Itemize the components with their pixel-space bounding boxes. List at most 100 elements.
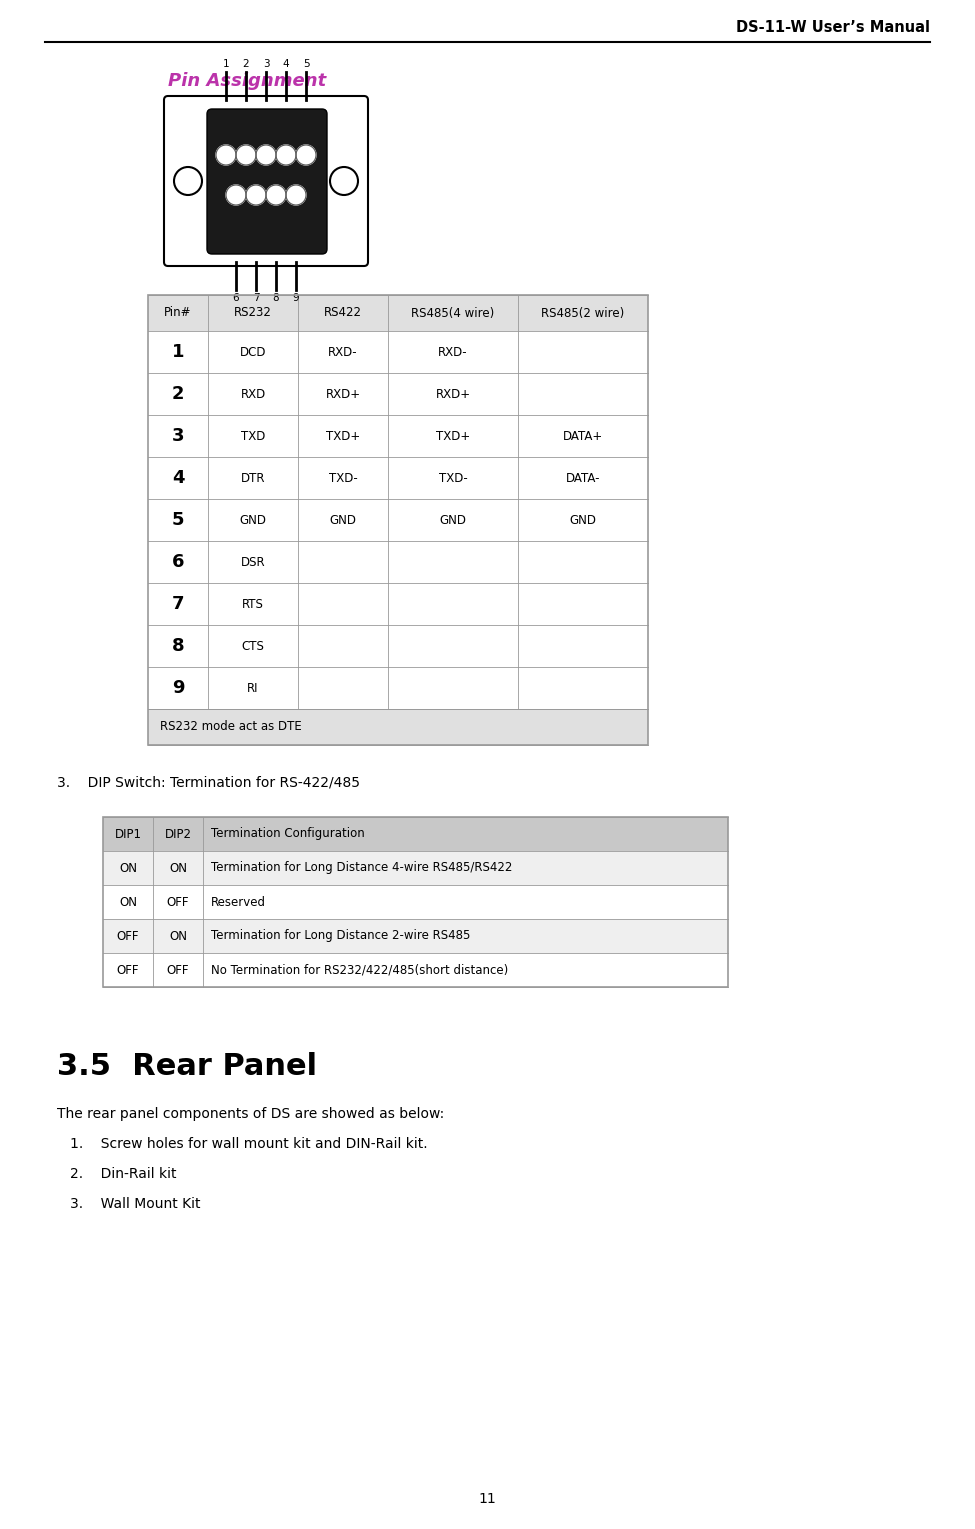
Text: 4: 4 <box>283 60 290 69</box>
Text: RXD-: RXD- <box>329 346 358 358</box>
Text: 8: 8 <box>172 638 184 654</box>
Text: RS232 mode act as DTE: RS232 mode act as DTE <box>160 720 301 734</box>
Text: 7: 7 <box>172 595 184 613</box>
Text: Pin Assignment: Pin Assignment <box>168 72 327 90</box>
Text: OFF: OFF <box>167 896 189 908</box>
Text: Reserved: Reserved <box>211 896 266 908</box>
Text: No Termination for RS232/422/485(short distance): No Termination for RS232/422/485(short d… <box>211 963 508 977</box>
Text: Termination Configuration: Termination Configuration <box>211 827 365 841</box>
Circle shape <box>226 185 246 205</box>
Text: 6: 6 <box>233 294 239 303</box>
Bar <box>148 498 648 541</box>
Text: DIP1: DIP1 <box>114 827 141 841</box>
Bar <box>148 330 648 373</box>
Bar <box>148 541 648 583</box>
Text: 6: 6 <box>172 553 184 570</box>
Text: RXD+: RXD+ <box>326 387 361 401</box>
Text: RXD-: RXD- <box>438 346 468 358</box>
Text: RTS: RTS <box>242 598 264 610</box>
Bar <box>148 414 648 457</box>
Text: 1: 1 <box>172 342 184 361</box>
Text: DTR: DTR <box>241 471 265 485</box>
Text: Pin#: Pin# <box>164 306 192 320</box>
Text: 9: 9 <box>292 294 299 303</box>
Text: RS422: RS422 <box>324 306 362 320</box>
Text: GND: GND <box>240 514 266 526</box>
Text: The rear panel components of DS are showed as below:: The rear panel components of DS are show… <box>57 1107 445 1121</box>
Bar <box>148 583 648 625</box>
Circle shape <box>246 185 266 205</box>
Text: DSR: DSR <box>241 555 265 569</box>
FancyBboxPatch shape <box>164 96 368 266</box>
Text: TXD+: TXD+ <box>436 430 470 442</box>
Circle shape <box>286 185 306 205</box>
Text: 9: 9 <box>172 679 184 697</box>
Text: 4: 4 <box>172 469 184 488</box>
Text: 7: 7 <box>253 294 259 303</box>
Bar <box>148 457 648 498</box>
Text: GND: GND <box>569 514 597 526</box>
Text: 5: 5 <box>302 60 309 69</box>
FancyBboxPatch shape <box>207 109 327 254</box>
Text: OFF: OFF <box>117 963 139 977</box>
Bar <box>148 373 648 414</box>
Text: 5: 5 <box>172 511 184 529</box>
Text: 2.    Din-Rail kit: 2. Din-Rail kit <box>70 1167 176 1180</box>
Text: 3: 3 <box>172 427 184 445</box>
Circle shape <box>276 145 296 165</box>
Text: Termination for Long Distance 4-wire RS485/RS422: Termination for Long Distance 4-wire RS4… <box>211 861 513 875</box>
Bar <box>103 953 728 988</box>
Bar <box>103 919 728 953</box>
Text: ON: ON <box>169 861 187 875</box>
Circle shape <box>216 145 236 165</box>
Bar <box>148 709 648 745</box>
Text: OFF: OFF <box>167 963 189 977</box>
Circle shape <box>266 185 286 205</box>
Text: 3.    Wall Mount Kit: 3. Wall Mount Kit <box>70 1197 201 1211</box>
Text: 3.5  Rear Panel: 3.5 Rear Panel <box>57 1052 317 1081</box>
Text: DATA+: DATA+ <box>563 430 604 442</box>
Text: DS-11-W User’s Manual: DS-11-W User’s Manual <box>736 20 930 35</box>
Text: CTS: CTS <box>242 639 264 653</box>
Bar <box>148 295 648 745</box>
Bar <box>148 295 648 330</box>
Bar <box>103 816 728 988</box>
Text: GND: GND <box>440 514 466 526</box>
Text: TXD-: TXD- <box>439 471 467 485</box>
Circle shape <box>330 167 358 196</box>
Text: GND: GND <box>330 514 357 526</box>
Text: RXD+: RXD+ <box>436 387 471 401</box>
Text: 11: 11 <box>479 1492 496 1506</box>
Text: 8: 8 <box>273 294 279 303</box>
Text: RS485(4 wire): RS485(4 wire) <box>411 306 494 320</box>
Text: Termination for Long Distance 2-wire RS485: Termination for Long Distance 2-wire RS4… <box>211 930 470 942</box>
Text: TXD-: TXD- <box>329 471 358 485</box>
Circle shape <box>174 167 202 196</box>
Text: TXD+: TXD+ <box>326 430 360 442</box>
Text: RI: RI <box>248 682 258 694</box>
Text: ON: ON <box>119 896 137 908</box>
Bar <box>103 852 728 885</box>
Circle shape <box>256 145 276 165</box>
Text: ON: ON <box>119 861 137 875</box>
Text: ON: ON <box>169 930 187 942</box>
Text: RS485(2 wire): RS485(2 wire) <box>541 306 625 320</box>
Circle shape <box>296 145 316 165</box>
Text: 3.    DIP Switch: Termination for RS-422/485: 3. DIP Switch: Termination for RS-422/48… <box>57 775 360 789</box>
Text: RXD: RXD <box>241 387 265 401</box>
Bar <box>148 667 648 709</box>
Circle shape <box>236 145 256 165</box>
Bar <box>103 816 728 852</box>
Text: 1: 1 <box>222 60 229 69</box>
Text: 1.    Screw holes for wall mount kit and DIN-Rail kit.: 1. Screw holes for wall mount kit and DI… <box>70 1138 428 1151</box>
Bar <box>103 885 728 919</box>
Text: DIP2: DIP2 <box>165 827 191 841</box>
Text: 2: 2 <box>172 385 184 404</box>
Text: DCD: DCD <box>240 346 266 358</box>
Text: 2: 2 <box>243 60 250 69</box>
Text: RS232: RS232 <box>234 306 272 320</box>
Text: 3: 3 <box>262 60 269 69</box>
Bar <box>148 625 648 667</box>
Text: DATA-: DATA- <box>566 471 601 485</box>
Text: TXD: TXD <box>241 430 265 442</box>
